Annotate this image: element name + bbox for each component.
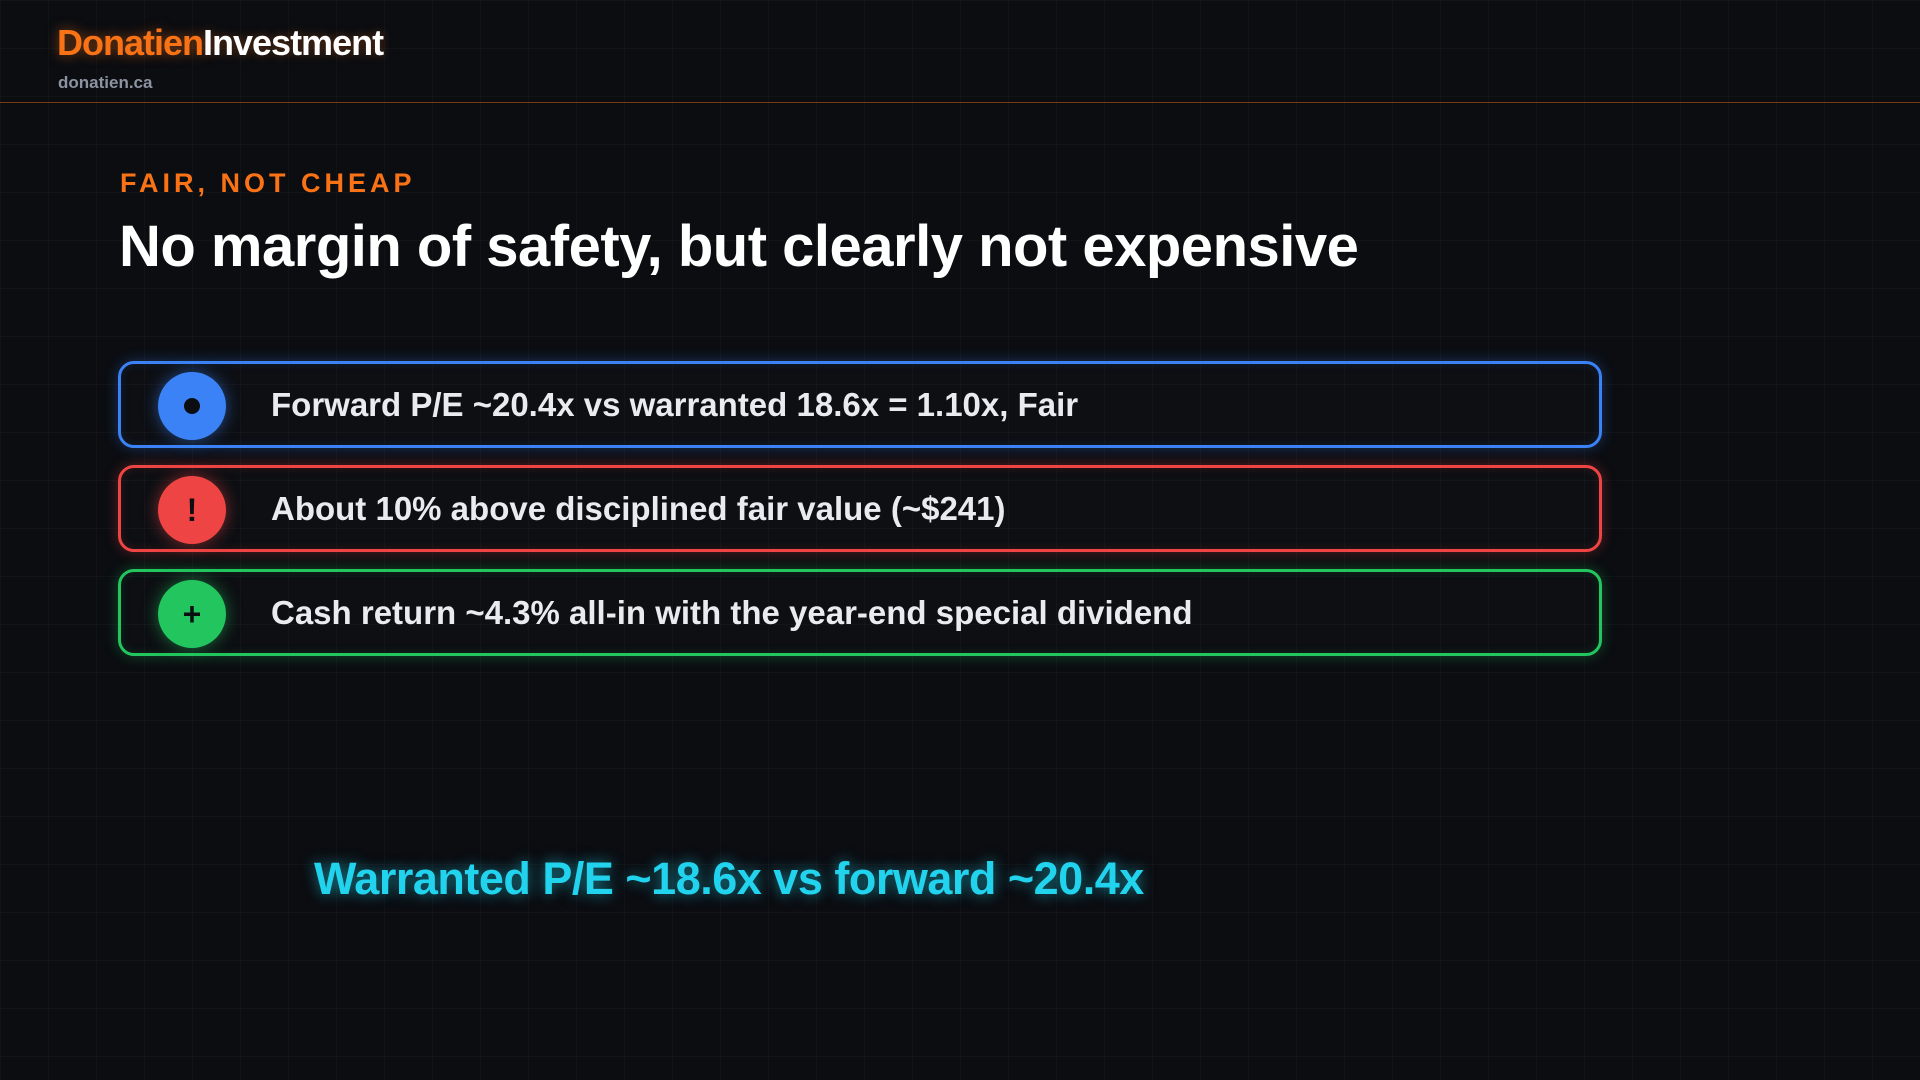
dot-glyph: [184, 398, 200, 414]
plus-icon: +: [158, 580, 226, 648]
dot-icon: [158, 372, 226, 440]
section-eyebrow: FAIR, NOT CHEAP: [120, 168, 416, 198]
exclamation-icon: !: [158, 476, 226, 544]
point-text: Forward P/E ~20.4x vs warranted 18.6x = …: [271, 386, 1079, 423]
point-card: Forward P/E ~20.4x vs warranted 18.6x = …: [118, 361, 1602, 448]
domain-label: donatien.ca: [58, 73, 153, 92]
point-card: ! About 10% above disciplined fair value…: [118, 465, 1602, 552]
slide-title: No margin of safety, but clearly not exp…: [119, 214, 1359, 279]
brand-secondary: Investment: [203, 22, 384, 63]
point-list: Forward P/E ~20.4x vs warranted 18.6x = …: [118, 361, 1602, 673]
point-card: + Cash return ~4.3% all-in with the year…: [118, 569, 1602, 656]
header: DonatienInvestment donatien.ca: [0, 0, 1920, 103]
brand-primary: Donatien: [57, 22, 204, 63]
point-text: Cash return ~4.3% all-in with the year-e…: [271, 594, 1193, 631]
callout-text: Warranted P/E ~18.6x vs forward ~20.4x: [314, 853, 1144, 904]
point-text: About 10% above disciplined fair value (…: [271, 490, 1006, 527]
brand-logo: DonatienInvestment: [57, 22, 384, 64]
